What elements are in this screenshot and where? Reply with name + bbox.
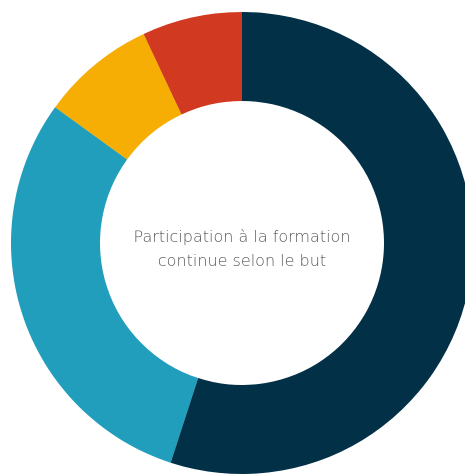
donut-segment xyxy=(170,12,465,474)
donut-segment xyxy=(143,12,242,115)
center-title: continue selon le but xyxy=(158,251,326,270)
donut-segment xyxy=(10,107,199,463)
donut-segment xyxy=(55,33,182,160)
center-title: Participation à la formation xyxy=(134,227,351,246)
